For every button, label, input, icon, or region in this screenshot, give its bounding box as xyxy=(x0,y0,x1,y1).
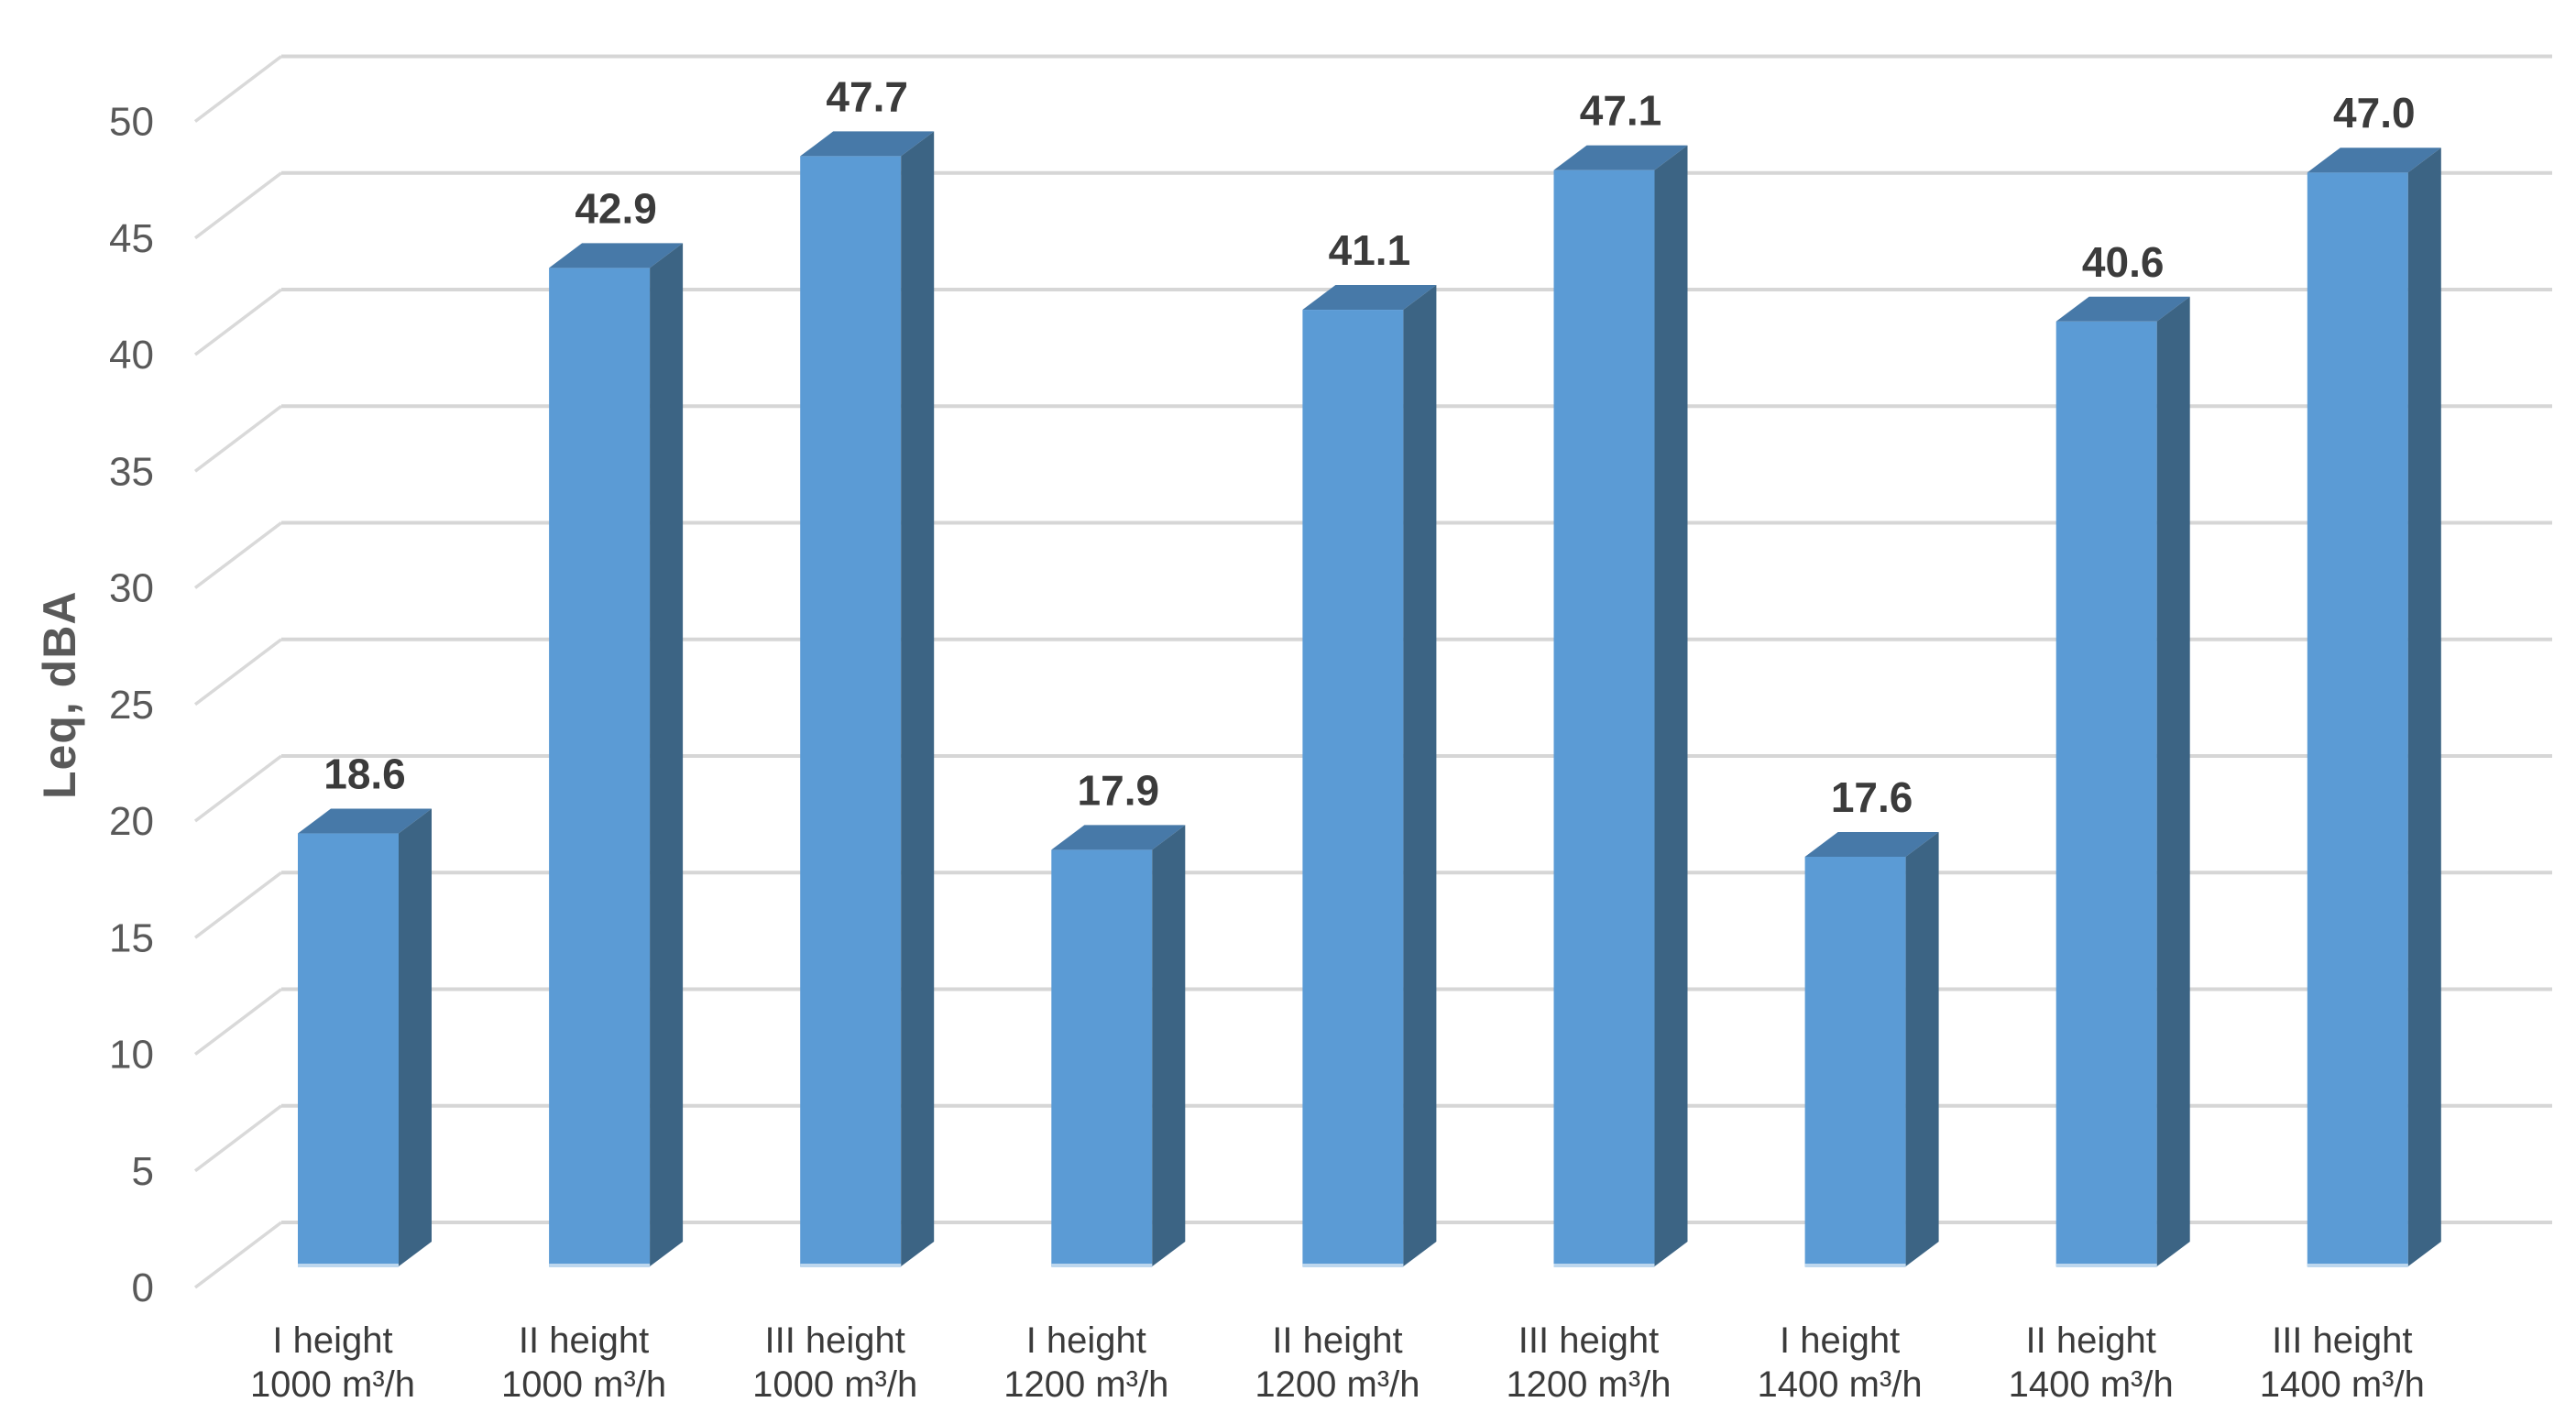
bar-front-face xyxy=(298,833,399,1266)
x-category-label-3-line1: III height xyxy=(764,1320,904,1361)
x-category-label-5-line2: 1200 m³/h xyxy=(1255,1364,1420,1405)
bar-value-label-3: 47.7 xyxy=(826,72,908,120)
gridline-depth-connector-35 xyxy=(193,404,283,473)
x-category-label-8-line1: II height xyxy=(2026,1320,2156,1361)
bar-front-face xyxy=(1553,170,1655,1266)
bar-value-label-2: 42.9 xyxy=(575,184,657,232)
gridline-depth-connector-5 xyxy=(193,1104,283,1173)
y-tick-label-0: 0 xyxy=(132,1265,154,1310)
gridline-depth-connector-45 xyxy=(193,171,283,240)
x-category-label-4-line1: I height xyxy=(1026,1320,1146,1361)
bar-front-face xyxy=(2307,172,2408,1267)
bar-side-face xyxy=(901,131,935,1266)
x-category-label-4-line2: 1200 m³/h xyxy=(1003,1364,1168,1405)
gridline-depth-connector-30 xyxy=(193,521,283,589)
y-tick-label-25: 25 xyxy=(109,683,154,728)
gridline-depth-connector-0 xyxy=(193,1221,283,1289)
gridline-depth-connector-25 xyxy=(193,638,283,707)
bar-top-face xyxy=(549,243,684,268)
bar-top-face xyxy=(1302,285,1437,311)
bar-front-face xyxy=(549,268,651,1267)
x-category-label-2-line1: II height xyxy=(519,1320,649,1361)
bar-side-face xyxy=(2156,296,2190,1266)
x-category-label-7-line1: I height xyxy=(1780,1320,1900,1361)
bar-side-face xyxy=(1654,145,1688,1266)
bar-column-5 xyxy=(1302,285,1437,1267)
bar-value-label-6: 47.1 xyxy=(1580,87,1662,135)
y-tick-label-5: 5 xyxy=(132,1149,154,1194)
x-category-label-1-line1: I height xyxy=(272,1320,392,1361)
bar-column-4 xyxy=(1051,825,1186,1267)
bar-front-face xyxy=(1804,856,1906,1266)
x-category-label-7-line2: 1400 m³/h xyxy=(1758,1364,1923,1405)
bar-front-face xyxy=(1302,310,1404,1266)
bar-value-label-4: 17.9 xyxy=(1078,766,1160,814)
bar-side-face xyxy=(650,243,684,1267)
bar-side-face xyxy=(1905,831,1939,1266)
bar-value-label-8: 40.6 xyxy=(2082,238,2165,286)
gridline-depth-connector-20 xyxy=(193,754,283,823)
y-axis-title: Leq, dBA xyxy=(34,590,85,799)
bar-top-face xyxy=(2307,148,2441,173)
gridline-depth-connector-15 xyxy=(193,871,283,939)
y-tick-label-20: 20 xyxy=(109,799,154,844)
x-category-label-9-line2: 1400 m³/h xyxy=(2260,1364,2425,1405)
bar-top-face xyxy=(800,131,935,157)
bar-column-7 xyxy=(1804,831,1939,1267)
y-tick-label-40: 40 xyxy=(109,333,154,378)
x-category-label-5-line1: II height xyxy=(1272,1320,1402,1361)
bar-top-face xyxy=(1553,145,1688,170)
y-tick-label-50: 50 xyxy=(109,100,154,145)
bar-column-3 xyxy=(800,131,935,1267)
bar-top-face xyxy=(2055,296,2190,322)
y-tick-label-30: 30 xyxy=(109,566,154,611)
bar-column-1 xyxy=(298,808,432,1267)
bar-value-label-9: 47.0 xyxy=(2333,89,2416,137)
x-category-label-2-line2: 1000 m³/h xyxy=(501,1364,666,1405)
x-category-label-3-line2: 1000 m³/h xyxy=(752,1364,917,1405)
bar-front-face xyxy=(800,156,902,1266)
bar-column-6 xyxy=(1553,145,1688,1267)
bar-side-face xyxy=(1152,825,1186,1266)
bar-value-label-7: 17.6 xyxy=(1831,773,1913,821)
bar-side-face xyxy=(399,808,432,1266)
bar-value-label-5: 41.1 xyxy=(1329,226,1411,274)
bar-value-label-1: 18.6 xyxy=(323,750,406,798)
x-category-label-9-line1: III height xyxy=(2272,1320,2412,1361)
bar-column-8 xyxy=(2055,296,2190,1267)
gridline-depth-connector-50 xyxy=(193,55,283,123)
bar-top-face xyxy=(1051,825,1186,850)
bar-front-face xyxy=(1051,849,1153,1266)
y-tick-label-45: 45 xyxy=(109,216,154,261)
x-category-label-6-line2: 1200 m³/h xyxy=(1506,1364,1671,1405)
bar-side-face xyxy=(2407,148,2441,1267)
y-tick-label-15: 15 xyxy=(109,915,154,960)
x-category-label-1-line2: 1000 m³/h xyxy=(250,1364,415,1405)
x-category-label-6-line1: III height xyxy=(1518,1320,1659,1361)
bar-top-face xyxy=(1804,831,1939,857)
bar-column-9 xyxy=(2307,148,2441,1267)
gridline-depth-connector-10 xyxy=(193,988,283,1056)
bar-side-face xyxy=(1403,285,1437,1266)
x-category-label-8-line2: 1400 m³/h xyxy=(2009,1364,2174,1405)
bar-column-2 xyxy=(549,243,684,1267)
bar-top-face xyxy=(298,808,432,834)
bar-front-face xyxy=(2055,321,2157,1266)
y-tick-label-35: 35 xyxy=(109,449,154,494)
y-tick-label-10: 10 xyxy=(109,1033,154,1078)
gridline-depth-connector-40 xyxy=(193,288,283,356)
